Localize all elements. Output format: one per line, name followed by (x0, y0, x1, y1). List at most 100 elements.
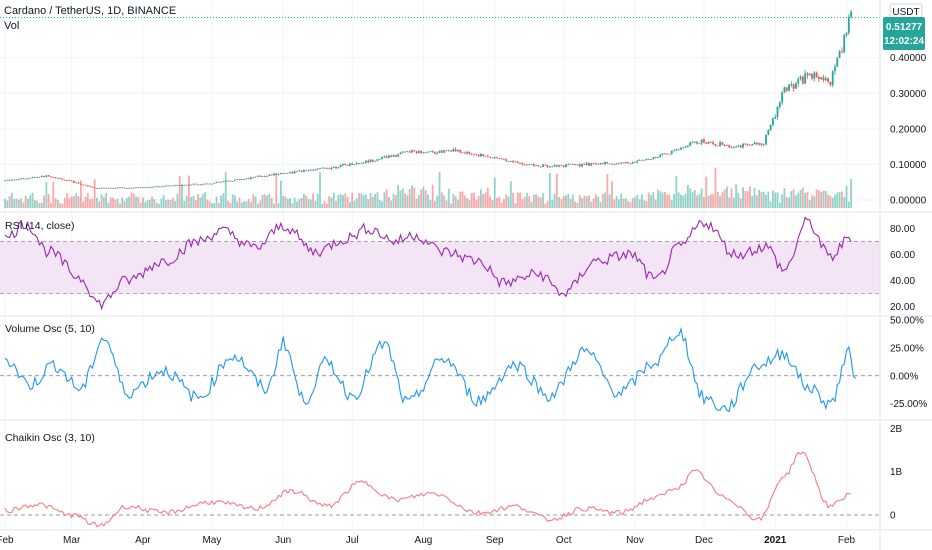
candle-body (686, 145, 689, 148)
currency-badge[interactable]: USDT (889, 3, 923, 20)
volume-bar (411, 185, 413, 208)
candle-body (165, 185, 167, 187)
volume-bar (392, 193, 395, 208)
volume-bar (17, 199, 20, 208)
volume-bar (417, 195, 420, 208)
volume-bar (319, 172, 321, 208)
volume-bar (617, 199, 620, 208)
price-pane[interactable]: Cardano / TetherUS, 1D, BINANCE Vol (0, 5, 880, 208)
candle-body (82, 184, 85, 186)
volume-bar (744, 190, 747, 208)
candle-body (56, 177, 59, 179)
candle-body (144, 187, 147, 189)
candle-body (194, 183, 197, 185)
volume-bar (142, 197, 144, 208)
candle-body (420, 150, 423, 154)
volume-bar (670, 200, 673, 208)
candle-body (818, 77, 820, 80)
volume-bar (767, 191, 770, 208)
candle-body (293, 171, 296, 174)
chaikin-osc-line (4, 451, 852, 528)
candle-body (346, 164, 349, 166)
candle-body (634, 161, 636, 163)
chaikin-osc-pane[interactable]: Chaikin Osc (3, 10) (0, 432, 880, 528)
candle-body (79, 183, 82, 185)
candle-body (415, 151, 418, 154)
candle-body (820, 77, 823, 80)
volume-bar (843, 197, 846, 208)
candle-body (137, 187, 140, 189)
volume-bar (224, 172, 227, 208)
volume-bar (144, 202, 147, 208)
volume-bar (54, 198, 57, 208)
volume-bar (445, 200, 448, 208)
volume-bar (574, 201, 577, 208)
volume-bar (114, 199, 117, 208)
volume-bar (231, 194, 234, 208)
volume-bar (332, 192, 335, 208)
candle-body (369, 159, 372, 163)
candle-body (422, 152, 425, 154)
candle-body (457, 149, 459, 152)
volume-bar (229, 202, 232, 208)
candle-body (604, 162, 606, 164)
volume-bar (565, 195, 567, 208)
volume-bar (183, 200, 186, 208)
candle-body (558, 165, 561, 167)
volume-bar (98, 201, 101, 208)
volume-bar (749, 186, 751, 208)
volume-bar (636, 194, 639, 208)
candle-body (440, 150, 443, 153)
candle-body (70, 180, 73, 182)
volume-bar (762, 191, 765, 208)
volume-bar (569, 198, 572, 208)
candle-body (146, 187, 149, 189)
rsi-pane[interactable]: RSI (14, close) (0, 216, 880, 311)
candle-body (709, 142, 712, 143)
candle-body (319, 168, 321, 170)
volume-bar (151, 196, 154, 208)
candle-body (206, 183, 209, 185)
time-scale[interactable]: Feb Mar Apr May Jun Jul Aug Sep Oct Nov Dec 2021 Feb (0, 535, 856, 546)
candle-body (277, 174, 280, 175)
volume-bar (551, 199, 554, 208)
volume-bar (339, 194, 342, 208)
volume-bar (562, 195, 565, 208)
volume-bar (381, 201, 383, 208)
candle-body (399, 152, 402, 155)
candle-body (89, 186, 91, 188)
volume-bar (468, 199, 471, 208)
volume-bar (337, 194, 340, 208)
candle-body (438, 150, 441, 153)
candle-body (700, 139, 703, 144)
candle-body (360, 163, 363, 164)
candle-body (125, 188, 128, 189)
candle-body (332, 166, 335, 168)
volume-bar (38, 202, 41, 208)
time-tick-label: 2021 (764, 535, 787, 546)
volume-bar (546, 200, 549, 208)
volume-bar (661, 192, 664, 208)
candle-body (565, 164, 567, 167)
candle-body (675, 149, 678, 151)
candle-body (454, 149, 457, 152)
volume-bar (709, 194, 712, 208)
candle-body (847, 17, 850, 33)
volume-bar (289, 198, 291, 208)
rsi-tick-label: 60.00 (890, 250, 915, 261)
volume-bar (558, 197, 561, 208)
volume-bar (399, 190, 402, 208)
candle-body (719, 142, 721, 146)
volume-bar (535, 194, 538, 208)
volume-osc-pane[interactable]: Volume Osc (5, 10) (0, 323, 880, 413)
candle-body (707, 142, 710, 144)
volume-bar (454, 195, 457, 208)
volume-bar (10, 192, 13, 208)
candle-body (581, 163, 583, 167)
price-scale[interactable]: 0.40000 0.30000 0.20000 0.10000 0.00000 80.00… (890, 53, 927, 521)
volume-bar (422, 187, 425, 208)
volume-bar (585, 196, 588, 208)
volume-bar (673, 194, 675, 208)
